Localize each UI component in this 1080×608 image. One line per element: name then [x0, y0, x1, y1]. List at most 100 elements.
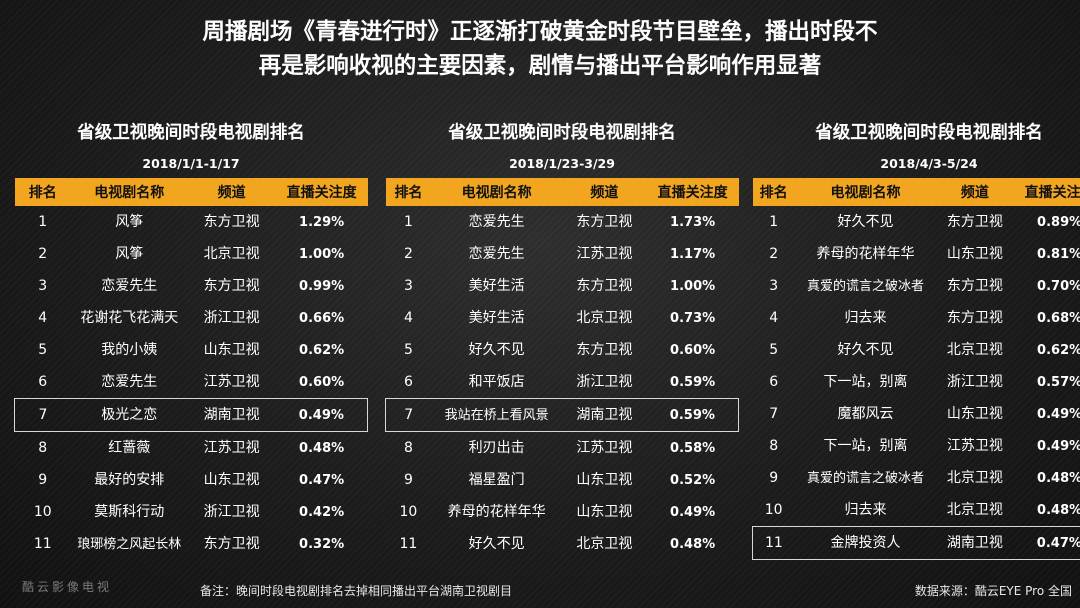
rank-cell: 2 [403, 245, 413, 262]
drama-name-cell: 美好生活 [468, 309, 525, 326]
channel-cell: 东方卫视 [576, 341, 633, 358]
data-source: 数据来源：酷云EYE Pro 全国 [914, 584, 1072, 598]
attention-value-cell: 0.49% [1037, 438, 1080, 454]
table-row: 9 福星盈门 山东卫视 0.52% [386, 464, 739, 496]
ranking-panel-2: 省级卫视晚间时段电视剧排名 2018/1/23-3/29 排名 电视剧名称 频道 直播关注… [385, 120, 739, 560]
watermark: 酷云影像电视 [22, 580, 113, 594]
channel-cell: 浙江卫视 [576, 373, 633, 390]
channel-cell: 山东卫视 [203, 471, 260, 488]
drama-name-cell: 归去来 [844, 309, 887, 326]
attention-value-cell: 0.70% [1037, 278, 1080, 294]
table-row: 2 恋爱先生 江苏卫视 1.17% [386, 238, 739, 270]
drama-name-cell: 风筝 [115, 213, 144, 230]
table-row: 5 好久不见 北京卫视 0.62% [753, 334, 1080, 366]
drama-name-cell: 莫斯科行动 [94, 503, 165, 520]
table-row: 1 恋爱先生 东方卫视 1.73% [386, 206, 739, 238]
channel-cell: 东方卫视 [946, 309, 1003, 326]
rank-header: 排名 [14, 178, 71, 206]
attention-value-cell: 0.59% [646, 398, 739, 432]
drama-name-cell: 利刃出击 [468, 439, 525, 456]
attention-value-cell: 0.48% [1037, 502, 1080, 518]
attention-value-cell: 1.73% [670, 214, 716, 230]
channel-cell: 浙江卫视 [946, 373, 1003, 390]
table-row: 4 归去来 东方卫视 0.68% [753, 302, 1080, 334]
table-row: 3 美好生活 东方卫视 1.00% [386, 270, 739, 302]
rank-cell: 7 [769, 405, 779, 422]
rank-cell: 6 [38, 373, 48, 390]
attention-value-cell: 0.49% [670, 504, 716, 520]
table-row: 5 好久不见 东方卫视 0.60% [386, 334, 739, 366]
table-row: 8 下一站，别离 江苏卫视 0.49% [753, 430, 1080, 462]
rank-cell: 11 [33, 535, 52, 552]
attention-value-cell: 0.47% [299, 472, 345, 488]
table-row: 3 恋爱先生 东方卫视 0.99% [15, 270, 368, 302]
channel-cell: 北京卫视 [203, 245, 260, 262]
footnote: 备注：晚间时段电视剧排名去掉相同播出平台湖南卫视剧目 [200, 584, 513, 598]
rank-cell: 6 [769, 373, 779, 390]
table-row: 6 和平饭店 浙江卫视 0.59% [386, 366, 739, 399]
table-row-highlighted: 7 我站在桥上看风景 湖南卫视 0.59% [385, 398, 739, 432]
rank-cell: 9 [403, 471, 413, 488]
drama-name-header: 电视剧名称 [70, 178, 188, 206]
channel-cell: 浙江卫视 [203, 309, 260, 326]
panel-title: 省级卫视晚间时段电视剧排名 [448, 123, 676, 143]
panel-date-range: 2018/1/1-1/17 [142, 156, 240, 171]
channel-header: 频道 [187, 178, 276, 206]
table-row: 8 利刃出击 江苏卫视 0.58% [386, 432, 739, 465]
channel-cell: 东方卫视 [203, 277, 260, 294]
attention-value-cell: 0.62% [1037, 342, 1080, 358]
drama-name-cell: 恋爱先生 [468, 245, 525, 262]
table-row: 1 风筝 东方卫视 1.29% [15, 206, 368, 238]
table-row: 2 养母的花样年华 山东卫视 0.81% [753, 238, 1080, 270]
table-row: 10 归去来 北京卫视 0.48% [753, 494, 1080, 527]
channel-cell: 北京卫视 [946, 469, 1003, 486]
rank-cell: 1 [38, 213, 48, 230]
channel-cell: 东方卫视 [576, 213, 633, 230]
attention-value-cell: 0.60% [299, 374, 345, 390]
drama-name-cell: 和平饭店 [468, 373, 525, 390]
channel-cell: 山东卫视 [576, 503, 633, 520]
rank-cell: 6 [403, 373, 413, 390]
rank-cell: 5 [769, 341, 779, 358]
drama-name-cell: 下一站，别离 [823, 373, 908, 390]
drama-name-cell: 好久不见 [468, 341, 525, 358]
table-row: 11 好久不见 北京卫视 0.48% [386, 528, 739, 560]
drama-name-cell: 下一站，别离 [823, 437, 908, 454]
attention-value-cell: 0.81% [1037, 246, 1080, 262]
rank-cell: 11 [399, 535, 418, 552]
drama-name-cell: 恋爱先生 [101, 373, 158, 390]
attention-value-cell: 0.73% [670, 310, 716, 326]
attention-header: 直播关注度 [646, 178, 739, 206]
rank-cell: 1 [403, 213, 413, 230]
panel-title: 省级卫视晚间时段电视剧排名 [77, 123, 305, 143]
table-row-highlighted: 7 极光之恋 湖南卫视 0.49% [13, 398, 368, 432]
attention-value-cell: 0.48% [670, 536, 716, 552]
channel-cell: 东方卫视 [576, 277, 633, 294]
attention-value-cell: 1.00% [670, 278, 716, 294]
attention-value-cell: 0.89% [1037, 214, 1080, 230]
rank-cell: 1 [769, 213, 779, 230]
rank-cell: 5 [38, 341, 48, 358]
channel-cell: 山东卫视 [576, 471, 633, 488]
drama-name-cell: 好久不见 [468, 535, 525, 552]
rank-cell: 4 [403, 309, 413, 326]
ranking-table: 排名电视剧名称频道直播关注度1好久不见东方卫视0.89%2养母的花样年华山东卫视… [751, 178, 1080, 560]
drama-name-cell: 风筝 [115, 245, 144, 262]
attention-header: 直播关注度 [1013, 178, 1080, 206]
rank-cell: 10 [33, 503, 52, 520]
drama-name-cell: 我的小姨 [101, 341, 158, 358]
ranking-panel-1: 省级卫视晚间时段电视剧排名 2018/1/1-1/17 排名 电视剧名称 频道 直播关注度… [13, 120, 368, 560]
rank-cell: 8 [403, 439, 413, 456]
drama-name-cell: 养母的花样年华 [816, 245, 915, 262]
table-header-row: 排名电视剧名称频道直播关注度 [385, 178, 739, 206]
table-row: 3 真爱的谎言之破冰者 东方卫视 0.70% [753, 270, 1080, 302]
attention-value-cell: 0.59% [670, 374, 716, 390]
attention-value-cell: 0.32% [299, 536, 345, 552]
attention-value-cell: 0.48% [1037, 470, 1080, 486]
table-row: 8 红蔷薇 江苏卫视 0.48% [15, 432, 368, 465]
attention-value-cell: 0.49% [1037, 406, 1080, 422]
attention-value-cell: 0.47% [1013, 526, 1080, 560]
table-row: 2 风筝 北京卫视 1.00% [15, 238, 368, 270]
channel-cell: 湖南卫视 [936, 526, 1014, 560]
